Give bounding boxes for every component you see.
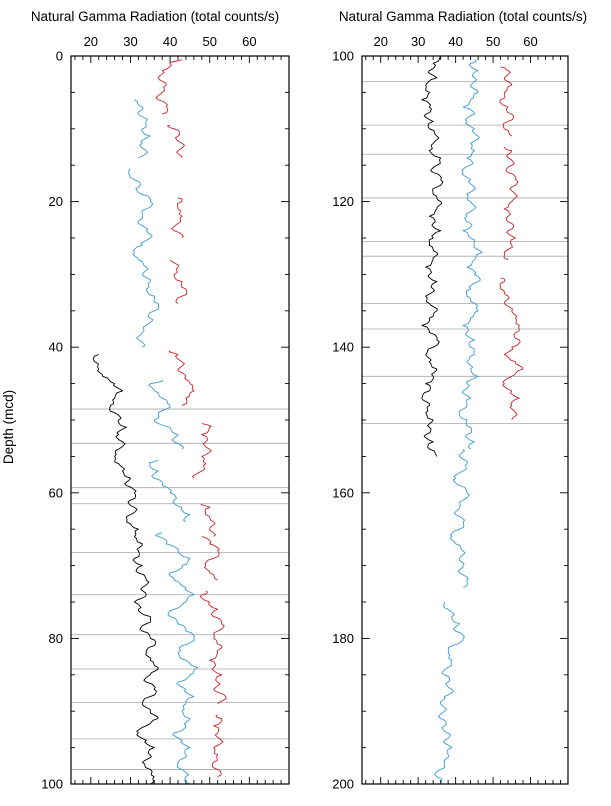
- gamma-series-line: [93, 354, 159, 785]
- x-tick-label: 40: [448, 34, 462, 49]
- gamma-series-line: [499, 277, 524, 421]
- right-panel-series: [421, 55, 524, 785]
- gamma-series-line: [458, 59, 483, 450]
- x-tick-label: 30: [123, 34, 137, 49]
- gamma-series-line: [199, 590, 227, 705]
- y-tick-label: 140: [332, 340, 354, 355]
- gamma-series-line: [434, 601, 465, 785]
- gamma-series-line: [211, 714, 224, 778]
- x-tick-label: 60: [523, 34, 537, 49]
- right-panel-frame: [361, 55, 569, 785]
- y-tick-label: 20: [49, 194, 63, 209]
- right-panel-ticks: 20 30 40 50 60 100 120 140 160 180 200: [332, 34, 569, 792]
- left-panel-title: Natural Gamma Radiation (total counts/s): [31, 9, 279, 24]
- gamma-series-line: [201, 536, 220, 581]
- gamma-series-line: [155, 532, 199, 785]
- left-panel-ylabel: Depth (mcd): [1, 390, 16, 464]
- y-tick-label: 60: [49, 485, 63, 500]
- gamma-series-line: [171, 197, 184, 239]
- left-panel-tie-lines: [71, 408, 289, 770]
- y-tick-label: 80: [49, 631, 63, 646]
- gamma-series-line: [155, 59, 183, 115]
- gamma-series-line: [134, 99, 151, 159]
- y-tick-label: 100: [41, 777, 63, 792]
- gamma-series-line: [128, 168, 160, 348]
- gamma-series-line: [192, 423, 212, 479]
- gamma-series-line: [169, 259, 188, 304]
- x-tick-label: 40: [163, 34, 177, 49]
- y-tick-label: 0: [56, 49, 63, 64]
- x-tick-label: 50: [486, 34, 500, 49]
- y-tick-label: 200: [332, 777, 354, 792]
- left-panel-series: [93, 59, 227, 785]
- y-tick-label: 100: [332, 49, 354, 64]
- left-panel: Natural Gamma Radiation (total counts/s)…: [1, 9, 290, 792]
- x-tick-label: 60: [242, 34, 256, 49]
- x-tick-label: 30: [411, 34, 425, 49]
- gamma-series-line: [503, 146, 519, 261]
- y-tick-label: 180: [332, 631, 354, 646]
- gamma-series-line: [168, 350, 195, 406]
- left-panel-frame: [70, 55, 290, 785]
- y-tick-label: 160: [332, 485, 354, 500]
- gamma-series-line: [421, 55, 444, 457]
- x-tick-label: 50: [202, 34, 216, 49]
- gamma-series-line: [449, 448, 470, 588]
- gamma-series-line: [149, 459, 191, 523]
- right-panel-tie-lines: [362, 81, 568, 425]
- y-tick-label: 40: [49, 340, 63, 355]
- x-tick-label: 20: [373, 34, 387, 49]
- left-panel-ticks: 20 30 40 50 60 0 20 40 60 80 100: [41, 34, 290, 792]
- right-panel: Natural Gamma Radiation (total counts/s)…: [332, 9, 587, 792]
- gamma-series-line: [148, 379, 184, 450]
- x-tick-label: 20: [84, 34, 98, 49]
- gamma-series-line: [200, 503, 216, 537]
- y-tick-label: 120: [332, 194, 354, 209]
- gamma-series-line: [499, 66, 515, 137]
- gamma-series-line: [167, 124, 185, 158]
- right-panel-title: Natural Gamma Radiation (total counts/s): [339, 9, 587, 24]
